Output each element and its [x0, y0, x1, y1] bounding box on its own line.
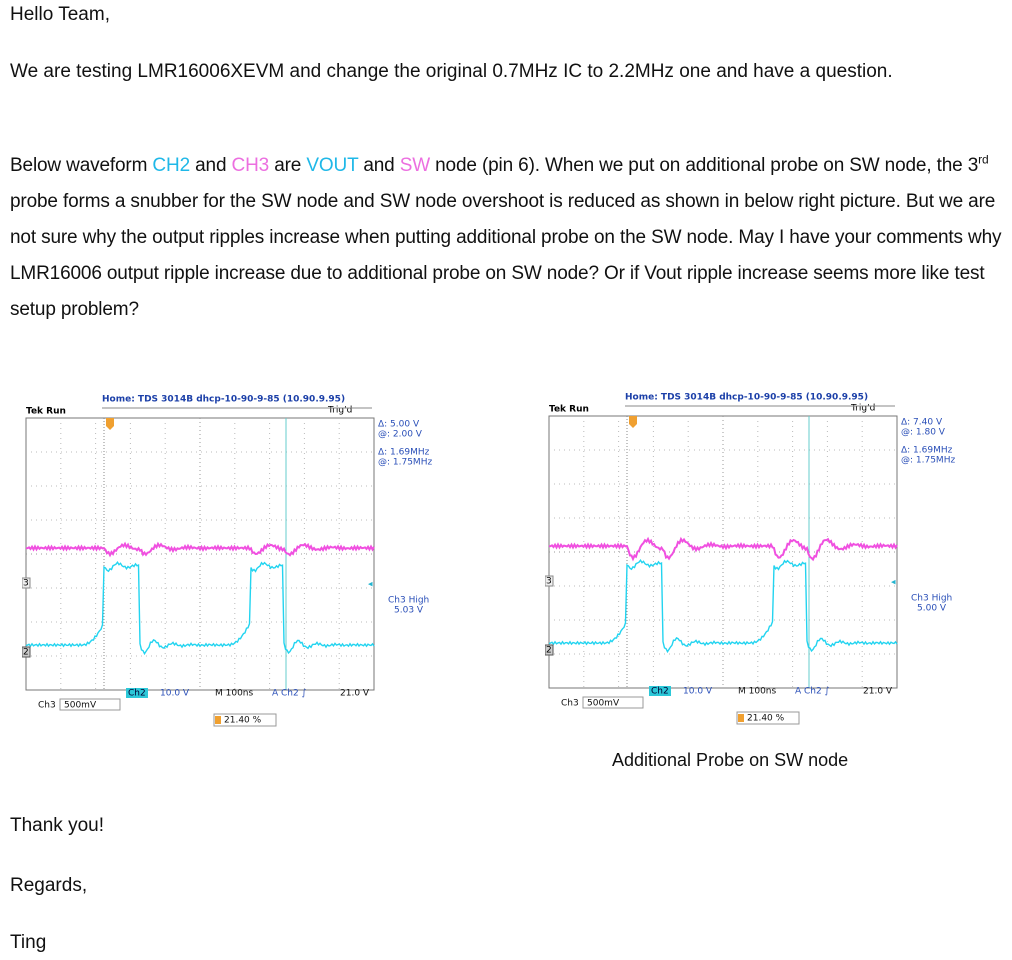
- ch-marker-box: [22, 577, 31, 589]
- signature: Ting: [10, 932, 47, 953]
- scope-status: Tek Run: [549, 405, 589, 415]
- scope-status: Tek Run: [26, 407, 66, 417]
- readout: @: 1.75MHz: [378, 458, 432, 468]
- closing: Regards,: [10, 875, 88, 896]
- readout: Δ: 1.69MHz: [378, 448, 430, 458]
- trace-ch2: [548, 558, 898, 654]
- text-run: and: [189, 155, 232, 176]
- text-run: probe forms a snubber for the SW node an…: [10, 191, 1002, 320]
- trigger-position: 21.40 %: [224, 716, 262, 726]
- ch-marker-box: [22, 646, 31, 658]
- ch2-scale: 10.0 V: [683, 687, 713, 697]
- text-run: CH3: [231, 155, 270, 176]
- trigger-pos-box: [213, 713, 277, 727]
- ch-marker-box: [545, 644, 554, 656]
- greeting: Hello Team,: [10, 4, 110, 25]
- trigger-state: Trig'd: [850, 404, 875, 414]
- trace-ch3: [548, 536, 898, 562]
- ch3-marker: 3: [23, 579, 29, 589]
- readout: 5.03 V: [394, 606, 424, 616]
- readout: @: 1.75MHz: [901, 456, 955, 466]
- trigger-arrow: ◂: [891, 578, 896, 588]
- ch3-scale: 500mV: [587, 699, 620, 709]
- trigger-level: 21.0 V: [863, 687, 893, 697]
- oscilloscope-screen: ◂ 3 2 Home: TDS 3014B dhcp-10-90-9-85 (10.9…: [545, 393, 955, 725]
- ch2-marker: 2: [23, 648, 29, 658]
- paragraph: We are testing LMR16006XEVM and change t…: [10, 61, 893, 82]
- trigger: A Ch2 ∫: [795, 687, 830, 697]
- text-run: VOUT: [306, 155, 359, 176]
- trigger-pos-box: [736, 711, 800, 725]
- trigger-level: 21.0 V: [340, 689, 370, 699]
- trigger-pos-icon: [738, 714, 744, 722]
- trigger-marker: [106, 418, 114, 430]
- trigger-arrow: ◂: [368, 580, 373, 590]
- readout: Ch3 High: [911, 594, 952, 604]
- ch2-label-box: [126, 688, 148, 698]
- readout: Δ: 1.69MHz: [901, 446, 953, 456]
- ch3-scale: 500mV: [64, 701, 97, 711]
- ch3-name: Ch3: [38, 701, 56, 711]
- readout: Ch3 High: [388, 596, 429, 606]
- readout: Δ: 5.00 V: [378, 420, 420, 430]
- trigger-position: 21.40 %: [747, 714, 785, 724]
- ch3-marker: 3: [546, 577, 552, 587]
- text-run: are: [269, 155, 307, 176]
- ch2-name: Ch2: [128, 689, 146, 699]
- timebase: M 100ns: [215, 689, 254, 699]
- readout: 5.00 V: [917, 604, 947, 614]
- trigger-state: Trig'd: [327, 406, 352, 416]
- ch2-label-box: [649, 686, 671, 696]
- text-run: and: [358, 155, 400, 176]
- caption: Additional Probe on SW node: [612, 750, 849, 770]
- text-run: CH2: [152, 155, 190, 176]
- trigger-pos-icon: [215, 716, 221, 724]
- text-run: Below waveform: [10, 155, 153, 176]
- ch2-name: Ch2: [651, 687, 669, 697]
- readout: Δ: 7.40 V: [901, 418, 943, 428]
- ch2-marker: 2: [546, 646, 552, 656]
- text-run: rd: [978, 152, 989, 167]
- timebase: M 100ns: [738, 687, 777, 697]
- ch3-name: Ch3: [561, 699, 579, 709]
- trace-ch3: [25, 541, 375, 558]
- trace-ch2: [25, 560, 375, 656]
- ch2-scale: 10.0 V: [160, 689, 190, 699]
- trigger-marker: [629, 416, 637, 428]
- scope-header: Home: TDS 3014B dhcp-10-90-9-85 (10.90.9…: [625, 393, 868, 403]
- ch-marker-box: [545, 575, 554, 587]
- paragraph: Below waveform CH2 and CH3 are VOUT and …: [10, 148, 1005, 328]
- trigger: A Ch2 ∫: [272, 689, 307, 699]
- scope-header: Home: TDS 3014B dhcp-10-90-9-85 (10.90.9…: [102, 395, 345, 405]
- readout: @: 2.00 V: [378, 430, 423, 440]
- readout: @: 1.80 V: [901, 428, 946, 438]
- oscilloscope-screen: ◂ 3 2 Home: TDS 3014B dhcp-10-90-9-85 (10.9…: [22, 395, 432, 727]
- closing: Thank you!: [10, 815, 104, 836]
- text-run: SW: [399, 155, 431, 176]
- text-run: node (pin 6). When we put on additional …: [430, 155, 979, 176]
- ch3-scale-box: [59, 698, 121, 711]
- ch3-scale-box: [582, 696, 644, 709]
